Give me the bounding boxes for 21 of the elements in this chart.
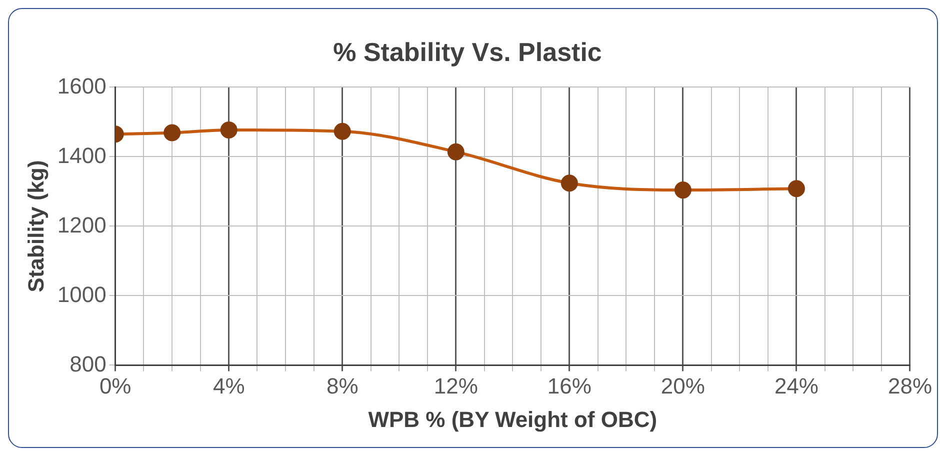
- point: [674, 182, 692, 199]
- chart-title: % Stability Vs. Plastic: [333, 36, 602, 67]
- x-axis-title: WPB % (BY Weight of OBC): [368, 406, 658, 432]
- x-tick-label: 20%: [660, 373, 705, 398]
- y-tick-label: 1600: [57, 73, 106, 98]
- x-tick-label: 16%: [547, 373, 592, 398]
- point: [560, 174, 578, 192]
- y-tick-label: 1000: [57, 282, 106, 307]
- x-tick-label: 24%: [774, 373, 818, 398]
- x-tick-label: 12%: [434, 373, 478, 398]
- point: [220, 121, 238, 138]
- y-axis-title: Stability (kg): [23, 160, 48, 292]
- x-tick-label: 8%: [326, 373, 358, 398]
- y-tick-label: 1400: [57, 142, 106, 168]
- point: [447, 143, 464, 160]
- y-tick-label: 1200: [57, 212, 106, 238]
- x-tick-label: 28%: [888, 373, 932, 398]
- x-tick-label: 4%: [212, 373, 245, 398]
- point: [334, 122, 351, 140]
- point: [788, 180, 805, 198]
- point: [164, 124, 181, 142]
